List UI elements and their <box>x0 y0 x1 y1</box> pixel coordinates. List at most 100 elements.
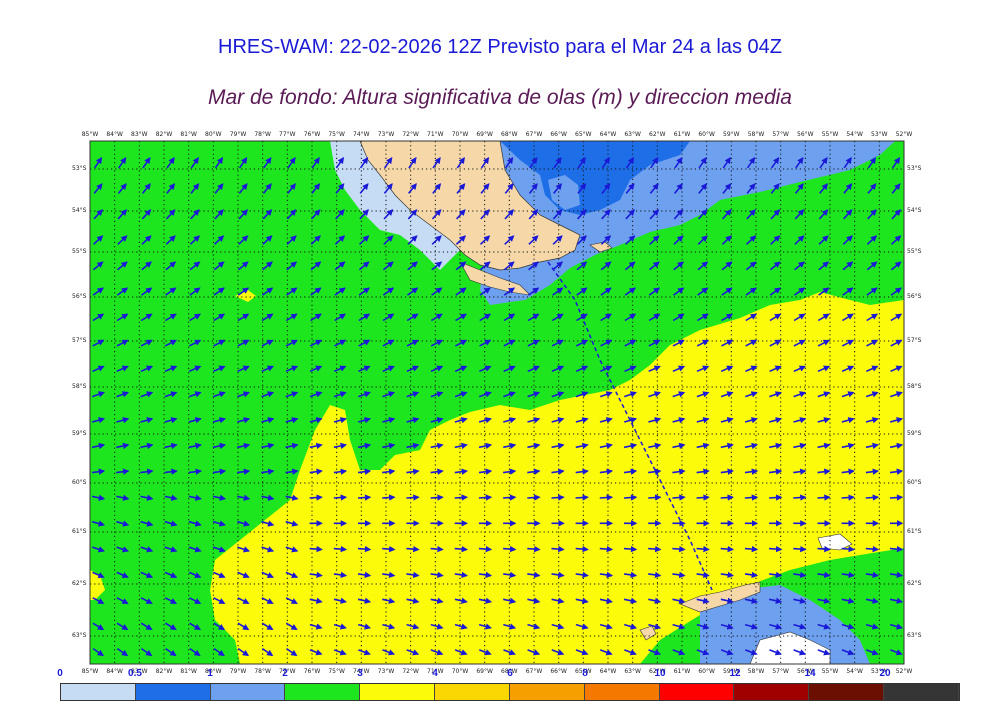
wave-direction-arrow <box>479 391 492 398</box>
wave-direction-arrow <box>189 339 202 347</box>
wave-direction-arrow <box>357 494 372 501</box>
wave-direction-arrow <box>406 365 420 373</box>
wave-direction-arrow <box>189 261 201 271</box>
wave-direction-arrow <box>478 623 492 630</box>
wave-direction-arrow <box>406 391 420 398</box>
wave-direction-arrow <box>310 287 322 296</box>
wave-direction-arrow <box>335 157 345 169</box>
wave-direction-arrow <box>479 365 492 373</box>
wave-direction-arrow <box>672 623 686 630</box>
wave-direction-arrow <box>430 623 444 630</box>
wave-direction-arrow <box>623 623 638 630</box>
latitude-label: 63°S <box>907 632 922 639</box>
wave-direction-arrow <box>843 183 853 194</box>
wave-direction-arrow <box>672 365 686 373</box>
wave-direction-arrow <box>599 365 613 373</box>
wave-direction-arrow <box>261 468 275 475</box>
colorbar-tick-label: 4 <box>432 668 438 679</box>
latitude-label: 62°S <box>907 580 922 587</box>
wave-direction-arrow <box>648 649 661 656</box>
wave-direction-arrow <box>721 235 733 245</box>
wave-direction-arrow <box>744 545 759 553</box>
longitude-label: 65°W <box>575 668 592 675</box>
wave-direction-arrow <box>285 571 299 579</box>
wave-direction-arrow <box>720 442 734 450</box>
wave-direction-arrow <box>552 209 563 220</box>
wave-direction-arrow <box>140 339 153 347</box>
wave-direction-arrow <box>189 597 202 605</box>
longitude-label: 65°W <box>575 131 592 138</box>
wave-direction-arrow <box>793 313 806 322</box>
wave-direction-arrow <box>116 365 129 373</box>
wave-direction-arrow <box>117 235 128 245</box>
wave-direction-arrow <box>817 417 831 424</box>
wave-direction-arrow <box>455 235 467 245</box>
wave-direction-arrow <box>262 261 273 271</box>
wave-direction-arrow <box>769 623 783 630</box>
wave-direction-arrow <box>769 417 783 424</box>
wave-direction-arrow <box>430 649 444 656</box>
wave-direction-arrow <box>430 571 444 579</box>
wave-direction-arrow <box>286 209 297 220</box>
wave-direction-arrow <box>721 287 733 296</box>
colorbar-segment <box>285 684 361 700</box>
wave-direction-arrow <box>720 417 734 424</box>
wave-direction-arrow <box>553 157 562 169</box>
wave-direction-arrow <box>623 571 638 579</box>
wave-direction-arrow <box>696 417 710 424</box>
wave-direction-arrow <box>623 545 638 553</box>
wave-direction-arrow <box>430 365 444 373</box>
longitude-label: 78°W <box>254 668 271 675</box>
wave-direction-arrow <box>432 157 441 169</box>
wave-direction-arrow <box>213 235 225 245</box>
wave-direction-arrow <box>720 365 734 373</box>
wave-direction-arrow <box>285 365 299 373</box>
wave-direction-arrow <box>551 649 565 656</box>
wave-direction-arrow <box>261 494 275 501</box>
wave-direction-arrow <box>841 468 855 475</box>
longitude-label: 69°W <box>476 131 493 138</box>
longitude-label: 82°W <box>155 668 173 675</box>
wave-direction-arrow <box>889 442 904 450</box>
wave-direction-arrow <box>672 545 686 553</box>
wave-direction-arrow <box>478 494 493 501</box>
wave-direction-arrow <box>406 597 420 604</box>
longitude-label: 60°W <box>698 131 715 138</box>
longitude-label: 53°W <box>871 131 888 138</box>
wave-direction-arrow <box>237 494 251 501</box>
wave-direction-arrow <box>769 571 783 579</box>
wave-direction-arrow <box>746 157 756 169</box>
colorbar-tick-label: 6 <box>507 668 513 679</box>
wave-direction-arrow <box>164 597 178 605</box>
wave-direction-arrow <box>866 287 878 296</box>
wave-direction-arrow <box>503 339 516 347</box>
wave-direction-arrow <box>358 287 370 296</box>
wave-direction-arrow <box>164 520 178 527</box>
wave-direction-arrow <box>263 157 272 169</box>
longitude-label: 75°W <box>328 131 345 138</box>
longitude-label: 74°W <box>353 131 370 138</box>
wave-direction-arrow <box>867 209 877 220</box>
wave-direction-arrow <box>697 287 709 296</box>
wave-direction-arrow <box>309 571 323 579</box>
wave-direction-arrow <box>213 391 226 398</box>
wave-direction-arrow <box>503 494 517 501</box>
longitude-label: 81°W <box>180 668 197 675</box>
wave-direction-arrow <box>890 287 902 296</box>
longitude-label: 74°W <box>353 668 370 675</box>
wave-direction-arrow <box>431 209 442 220</box>
wave-direction-arrow <box>841 623 855 630</box>
wave-direction-arrow <box>357 571 372 579</box>
longitude-label: 57°W <box>772 131 789 138</box>
wave-direction-arrow <box>91 442 106 450</box>
wave-direction-arrow <box>309 545 323 553</box>
wave-direction-arrow <box>817 339 830 347</box>
wave-direction-arrow <box>92 571 105 579</box>
wave-direction-arrow <box>528 235 539 245</box>
wave-direction-arrow <box>817 391 831 398</box>
wave-direction-arrow <box>236 468 251 475</box>
wave-direction-arrow <box>793 623 807 630</box>
wave-direction-arrow <box>261 520 275 527</box>
wave-direction-arrow <box>141 235 152 245</box>
wave-direction-arrow <box>141 183 151 194</box>
